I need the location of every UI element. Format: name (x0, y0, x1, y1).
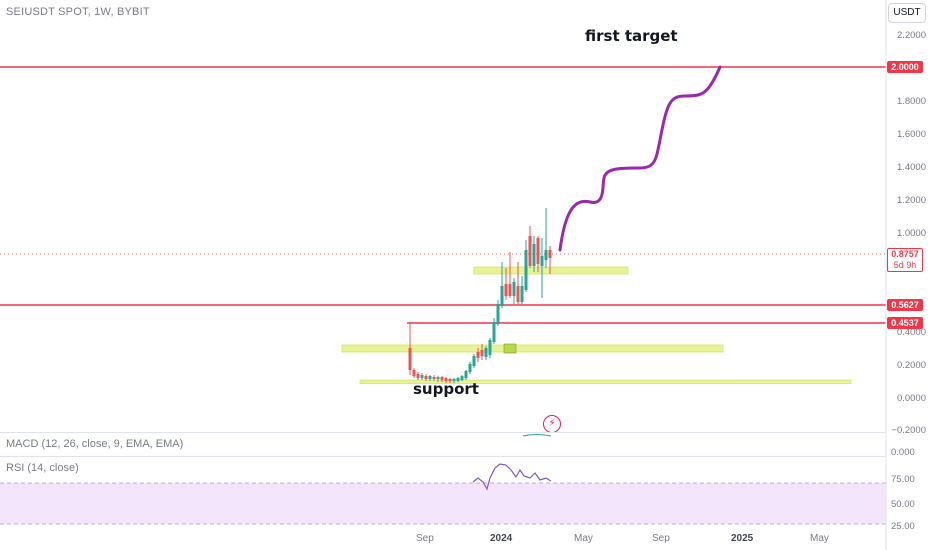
support-price-tag[interactable]: 0.4537 (887, 317, 923, 329)
symbol-title[interactable]: SEIUSDT SPOT, 1W, BYBIT (6, 6, 150, 18)
support-annotation[interactable]: support (413, 380, 479, 398)
price-tick: −0.2000 (891, 425, 926, 436)
price-tick: 1.4000 (896, 162, 926, 173)
projection-path[interactable] (558, 65, 722, 252)
time-label: Sep (652, 533, 670, 544)
time-label: 2025 (731, 533, 754, 544)
time-label: May (574, 533, 593, 544)
current-price-countdown: 5d 9h (893, 260, 917, 270)
pane-divider-macd[interactable] (0, 432, 886, 433)
price-tick: 0.4000 (896, 327, 926, 338)
currency-button[interactable]: USDT (888, 3, 926, 23)
price-tick: 2.2000 (896, 30, 926, 41)
demand-zone-upper[interactable] (473, 266, 629, 275)
price-tick: 1.2000 (896, 195, 926, 206)
price-tick: 0.0000 (896, 393, 926, 404)
target-price-tag[interactable]: 2.0000 (887, 61, 923, 73)
time-label: Sep (416, 533, 434, 544)
rsi-axis-tick: 50.00 (891, 499, 915, 510)
time-label: 2024 (490, 533, 513, 544)
rsi-title[interactable]: RSI (14, close) (6, 462, 79, 474)
resistance-price-tag[interactable]: 0.5627 (887, 299, 923, 311)
current-price-value: 0.8757 (891, 249, 919, 259)
candlesticks (408, 208, 552, 383)
rsi-line (472, 463, 552, 491)
price-tick: 1.0000 (896, 228, 926, 239)
price-tick: 1.6000 (896, 129, 926, 140)
first-target-annotation[interactable]: first target (585, 27, 678, 45)
price-tick: 0.2000 (896, 360, 926, 371)
pane-divider-rsi[interactable] (0, 456, 886, 457)
demand-zone-middle[interactable] (341, 344, 724, 353)
marker-box[interactable] (503, 343, 517, 354)
price-tick: 1.8000 (896, 96, 926, 107)
support-zone-lower[interactable] (359, 379, 852, 384)
macd-line (522, 434, 552, 437)
macd-axis-value: 0.000 (891, 447, 915, 458)
rsi-axis-tick: 75.00 (891, 474, 915, 485)
rsi-axis-tick: 25.00 (891, 521, 915, 532)
lightning-icon[interactable]: ⚡ (543, 415, 561, 433)
time-label: May (810, 533, 829, 544)
rsi-band (0, 483, 886, 524)
current-price-tag[interactable]: 0.8757 5d 9h (887, 248, 923, 272)
macd-title[interactable]: MACD (12, 26, close, 9, EMA, EMA) (6, 438, 184, 450)
